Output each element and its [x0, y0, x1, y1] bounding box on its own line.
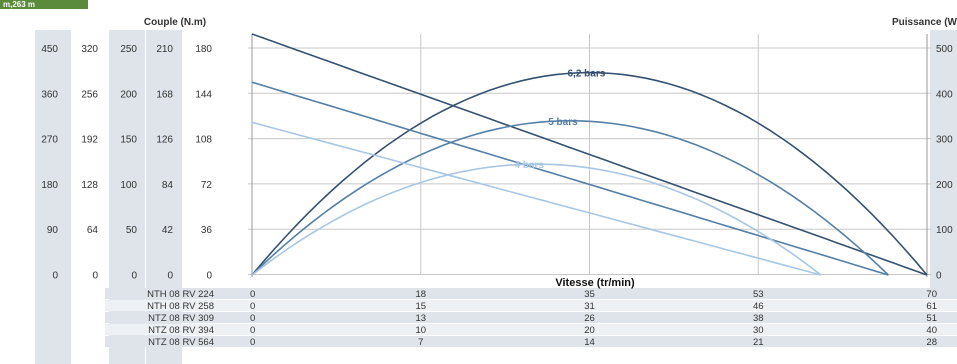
power-curve-2 [251, 163, 822, 276]
torque-tick-label: 320 [81, 44, 98, 55]
x-axis-title: Vitesse (tr/min) [555, 277, 635, 289]
torque-tick-label: 0 [206, 271, 212, 282]
model-name: NTZ 08 RV 564 [148, 337, 214, 348]
torque-tick-label: 180 [195, 44, 212, 55]
torque-tick-label: 126 [156, 135, 173, 146]
speed-tick-label: 0 [250, 325, 255, 336]
speed-tick-label: 14 [584, 337, 595, 348]
speed-table-row [105, 324, 957, 335]
series-label: 5 bars [548, 117, 578, 128]
model-name: NTZ 08 RV 394 [148, 325, 214, 336]
speed-tick-label: 20 [584, 325, 595, 336]
power-tick-label: 300 [936, 135, 953, 146]
speed-tick-label: 13 [415, 313, 426, 324]
power-tick-label: 200 [936, 180, 953, 191]
torque-tick-label: 0 [52, 271, 58, 282]
torque-tick-label: 90 [47, 225, 59, 236]
speed-table-row [105, 336, 957, 347]
power-tick-label: 400 [936, 89, 953, 100]
torque-scale-band-0 [35, 30, 71, 364]
torque-tick-label: 64 [87, 225, 99, 236]
speed-tick-label: 38 [753, 313, 764, 324]
speed-tick-label: 21 [753, 337, 764, 348]
speed-tick-label: 15 [415, 301, 426, 312]
speed-tick-label: 18 [415, 289, 426, 300]
torque-tick-label: 192 [81, 135, 98, 146]
torque-curve-2 [251, 121, 822, 276]
corner-badge: m,263 m [0, 0, 88, 9]
torque-tick-label: 180 [41, 180, 58, 191]
torque-tick-label: 150 [120, 135, 137, 146]
speed-tick-label: 70 [926, 289, 937, 300]
speed-tick-label: 28 [926, 337, 937, 348]
torque-tick-label: 144 [195, 89, 212, 100]
speed-tick-label: 35 [584, 289, 595, 300]
torque-tick-label: 50 [126, 225, 138, 236]
speed-tick-label: 0 [250, 301, 255, 312]
power-curve-1 [251, 119, 889, 276]
speed-table-row [105, 312, 957, 323]
torque-tick-label: 270 [41, 135, 58, 146]
speed-tick-label: 26 [584, 313, 595, 324]
speed-tick-label: 46 [753, 301, 764, 312]
power-tick-label: 500 [936, 44, 953, 55]
torque-tick-label: 256 [81, 89, 98, 100]
torque-tick-label: 100 [120, 180, 137, 191]
torque-tick-label: 108 [195, 135, 212, 146]
speed-tick-label: 31 [584, 301, 595, 312]
torque-tick-label: 128 [81, 180, 98, 191]
torque-tick-label: 36 [201, 225, 213, 236]
torque-tick-label: 250 [120, 44, 137, 55]
speed-tick-label: 40 [926, 325, 937, 336]
speed-tick-label: 51 [926, 313, 937, 324]
power-scale-band [930, 30, 957, 290]
series-label: 6,2 bars [568, 69, 606, 80]
torque-tick-label: 200 [120, 89, 137, 100]
torque-curve-0 [251, 33, 928, 276]
torque-tick-label: 0 [131, 271, 137, 282]
model-name: NTH 08 RV 224 [147, 289, 214, 300]
torque-tick-label: 0 [92, 271, 98, 282]
torque-tick-label: 360 [41, 89, 58, 100]
torque-tick-label: 84 [162, 180, 174, 191]
series-label: 4 bars [514, 160, 544, 171]
left-axis-title: Couple (N.m) [144, 17, 206, 28]
speed-tick-label: 53 [753, 289, 764, 300]
torque-curve-1 [251, 81, 889, 276]
power-tick-label: 0 [936, 271, 942, 282]
torque-tick-label: 72 [201, 180, 213, 191]
speed-tick-label: 30 [753, 325, 764, 336]
speed-tick-label: 0 [250, 313, 255, 324]
torque-tick-label: 168 [156, 89, 173, 100]
speed-table-row [105, 288, 957, 299]
right-axis-title: Puissance (W [892, 17, 957, 28]
speed-tick-label: 61 [926, 301, 937, 312]
torque-tick-label: 42 [162, 225, 174, 236]
model-name: NTZ 08 RV 309 [148, 313, 214, 324]
speed-tick-label: 7 [418, 337, 423, 348]
power-tick-label: 100 [936, 225, 953, 236]
speed-table-row [105, 300, 957, 311]
speed-tick-label: 0 [250, 337, 255, 348]
power-curve-0 [251, 71, 928, 276]
torque-tick-label: 0 [167, 271, 173, 282]
speed-tick-label: 10 [415, 325, 426, 336]
speed-tick-label: 0 [250, 289, 255, 300]
model-name: NTH 08 RV 258 [147, 301, 214, 312]
torque-tick-label: 210 [156, 44, 173, 55]
torque-tick-label: 450 [41, 44, 58, 55]
